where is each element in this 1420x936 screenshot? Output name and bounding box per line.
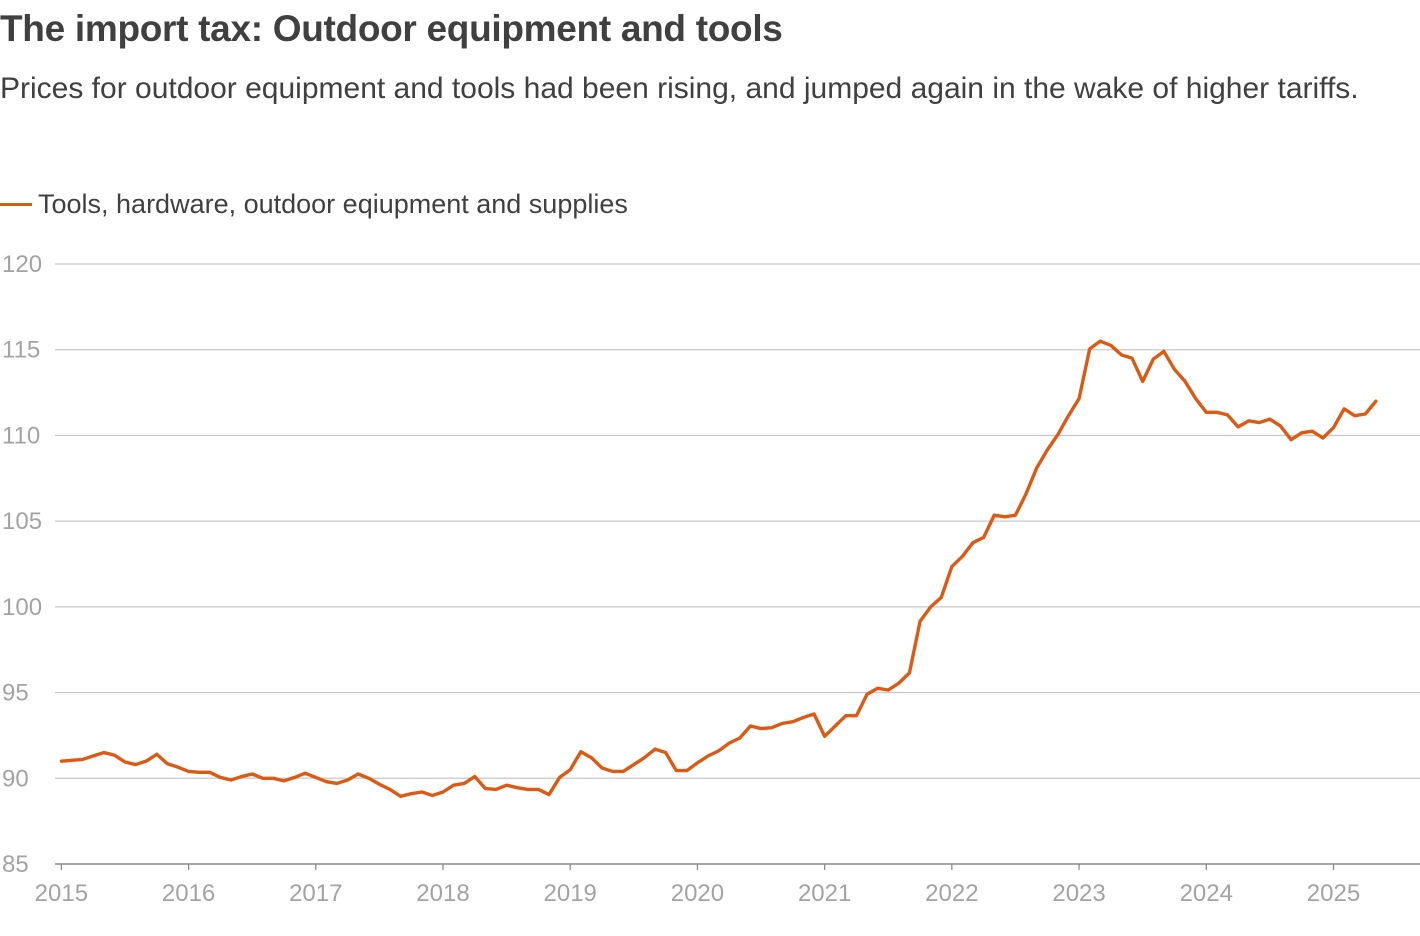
y-tick-label: 95: [2, 680, 29, 707]
x-tick-label: 2018: [416, 880, 469, 907]
x-tick-label: 2016: [162, 880, 215, 907]
x-tick-label: 2017: [289, 880, 342, 907]
x-tick-label: 2015: [35, 880, 88, 907]
legend: Tools, hardware, outdoor eqiupment and s…: [0, 186, 628, 222]
y-tick-label: 110: [2, 422, 40, 449]
x-tick-label: 2024: [1180, 880, 1233, 907]
chart-title: The import tax: Outdoor equipment and to…: [0, 8, 783, 49]
x-tick-label: 2021: [798, 880, 851, 907]
x-axis-ticks: 2015 2016 2017 2018 2019 2020 2021 2022 2023 2024…: [35, 864, 1360, 907]
x-tick-label: 2022: [925, 880, 978, 907]
y-tick-label: 120: [2, 251, 42, 278]
series-lines: [59, 339, 1378, 798]
y-axis-ticks: 85 90 95 100 105 110 115 120: [2, 251, 42, 878]
legend-label: Tools, hardware, outdoor eqiupment and s…: [38, 188, 628, 219]
series-line-0: [59, 339, 1378, 798]
y-tick-label: 105: [2, 508, 42, 535]
x-tick-label: 2023: [1052, 880, 1105, 907]
y-tick-label: 85: [2, 851, 29, 878]
x-tick-label: 2019: [544, 880, 597, 907]
legend-swatch: [0, 202, 32, 206]
y-tick-label: 115: [2, 337, 40, 364]
x-tick-label: 2025: [1307, 880, 1360, 907]
y-tick-label: 90: [2, 765, 29, 792]
grid-lines: [55, 263, 1420, 865]
chart-subtitle: Prices for outdoor equipment and tools h…: [0, 72, 1359, 105]
x-tick-label: 2020: [671, 880, 724, 907]
y-tick-label: 100: [2, 594, 42, 621]
